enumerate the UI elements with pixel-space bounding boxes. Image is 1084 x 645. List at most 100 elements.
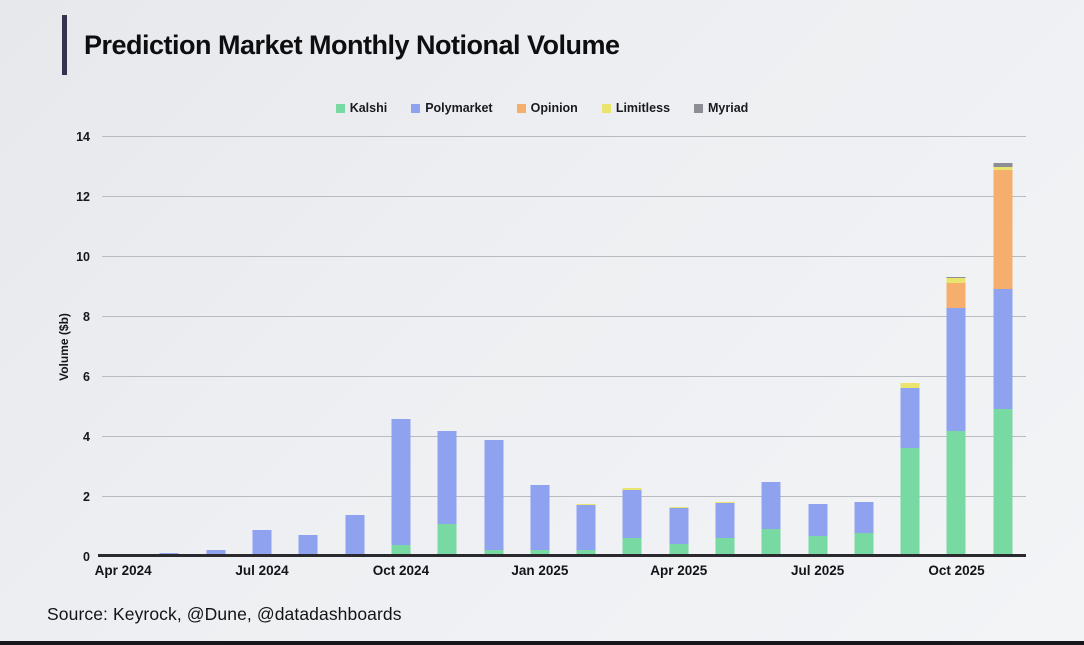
legend-item-kalshi: Kalshi	[335, 101, 388, 115]
legend-swatch-icon	[411, 103, 421, 113]
bar-segment-polymarket	[993, 288, 1013, 409]
bar-slot	[656, 137, 702, 557]
bar-segment-limitless	[993, 167, 1013, 170]
gridline	[102, 316, 1026, 317]
bar-jul-2024	[252, 530, 272, 557]
legend-swatch-icon	[601, 103, 611, 113]
legend-item-limitless: Limitless	[601, 101, 671, 115]
bar-slot	[193, 137, 239, 557]
legend-label: Limitless	[615, 101, 671, 115]
bar-jun-2025	[761, 482, 781, 557]
bar-slot	[146, 137, 192, 557]
gridline	[102, 496, 1026, 497]
bar-segment-kalshi	[854, 532, 874, 557]
bar-segment-kalshi	[622, 537, 642, 557]
bar-apr-2025	[669, 506, 689, 557]
bar-segment-polymarket	[484, 440, 504, 550]
bar-segment-myriad	[993, 162, 1013, 167]
bar-slot	[794, 137, 840, 557]
gridline	[102, 256, 1026, 257]
y-tick-label: 12	[76, 190, 90, 204]
bar-sep-2024	[345, 515, 365, 557]
bar-segment-polymarket	[669, 508, 689, 545]
bar-segment-polymarket	[715, 503, 735, 539]
bar-jun-2024	[206, 549, 226, 557]
bar-slot	[887, 137, 933, 557]
plot-area	[98, 136, 1026, 557]
source-caption: Source: Keyrock, @Dune, @datadashboards	[47, 604, 402, 624]
bar-segment-polymarket	[530, 485, 550, 551]
x-tick-label: Apr 2024	[94, 563, 152, 578]
bar-segment-kalshi	[993, 408, 1013, 557]
bar-segment-polymarket	[622, 489, 642, 538]
bar-aug-2025	[854, 501, 874, 557]
x-axis-tick-labels: Apr 2024 Jul 2024 Oct 2024 Jan 2025 Apr 2025…	[95, 563, 1026, 583]
bar-oct-2025	[946, 276, 966, 557]
title-accent-bar	[62, 15, 67, 75]
x-axis-line	[98, 554, 1026, 557]
y-tick-label: 0	[83, 550, 90, 564]
bar-segment-opinion	[993, 170, 1013, 289]
page-title: Prediction Market Monthly Notional Volum…	[84, 30, 620, 60]
bar-slot	[424, 137, 470, 557]
bar-feb-2025	[576, 503, 596, 557]
x-tick-label: Oct 2024	[372, 563, 430, 578]
bar-segment-limitless	[715, 501, 735, 504]
bars-container	[100, 137, 1026, 557]
x-tick-label: Apr 2025	[650, 563, 708, 578]
legend-item-opinion: Opinion	[516, 101, 578, 115]
bar-segment-polymarket	[946, 308, 966, 431]
bar-slot	[239, 137, 285, 557]
bar-segment-polymarket	[900, 387, 920, 448]
legend-label: Kalshi	[349, 101, 388, 115]
bar-slot	[285, 137, 331, 557]
bar-slot	[609, 137, 655, 557]
bar-segment-kalshi	[484, 549, 504, 557]
bar-slot	[470, 137, 516, 557]
gridline	[102, 436, 1026, 437]
bar-segment-kalshi	[669, 544, 689, 557]
bar-segment-kalshi	[715, 538, 735, 557]
chart-legend: Kalshi Polymarket Opinion Limitless Myriad	[0, 101, 1084, 115]
bar-segment-polymarket	[808, 503, 828, 536]
legend-label: Polymarket	[425, 101, 493, 115]
x-tick-label: Jul 2024	[235, 563, 289, 578]
gridline	[102, 376, 1026, 377]
y-tick-label: 10	[76, 250, 90, 264]
bar-slot	[331, 137, 377, 557]
bar-slot	[748, 137, 794, 557]
bar-segment-kalshi	[437, 524, 457, 557]
bar-slot	[563, 137, 609, 557]
y-tick-label: 14	[76, 130, 90, 144]
legend-swatch-icon	[694, 103, 704, 113]
bar-dec-2024	[484, 440, 504, 557]
bar-oct-2024	[391, 419, 411, 557]
bar-segment-kalshi	[900, 447, 920, 557]
x-tick-label: Jul 2025	[790, 563, 845, 578]
y-tick-label: 4	[83, 430, 90, 444]
bar-nov-2024	[437, 431, 457, 557]
bar-nov-2025	[993, 162, 1013, 557]
legend-label: Opinion	[530, 101, 578, 115]
bar-slot	[841, 137, 887, 557]
bar-segment-opinion	[946, 282, 966, 308]
bar-jan-2025	[530, 485, 550, 557]
bar-segment-polymarket	[206, 549, 226, 557]
legend-swatch-icon	[516, 103, 526, 113]
bar-segment-polymarket	[298, 534, 318, 557]
bar-segment-polymarket	[252, 530, 272, 557]
y-axis-tick-labels: 0 2 4 6 8 10 12 14	[0, 130, 90, 564]
bar-segment-limitless	[900, 383, 920, 388]
bar-segment-polymarket	[854, 501, 874, 533]
bar-mar-2025	[622, 488, 642, 557]
bar-segment-polymarket	[761, 482, 781, 530]
bar-segment-polymarket	[437, 431, 457, 524]
bar-slot	[980, 137, 1026, 557]
bar-segment-kalshi	[808, 536, 828, 557]
x-tick-label: Jan 2025	[511, 563, 569, 578]
bar-segment-kalshi	[761, 529, 781, 557]
bar-segment-limitless	[576, 503, 596, 506]
bar-slot	[100, 137, 146, 557]
gridline	[102, 136, 1026, 137]
bar-slot	[702, 137, 748, 557]
